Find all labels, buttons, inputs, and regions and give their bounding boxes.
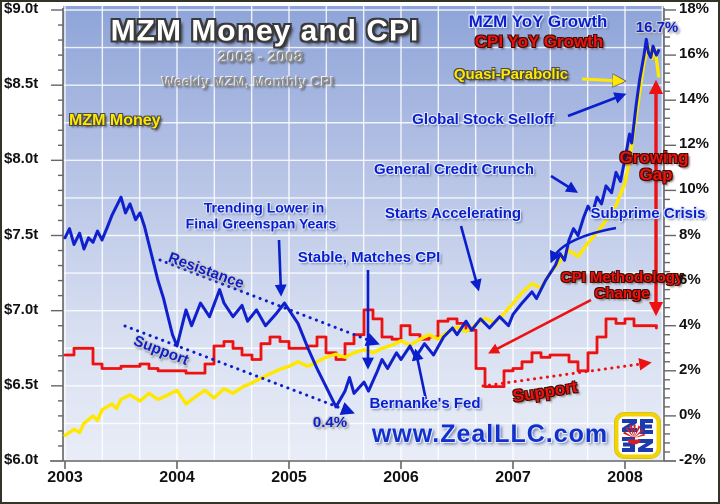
logo-fan (623, 424, 645, 445)
left-axis-label: $7.5t (4, 225, 39, 243)
right-axis-label: 14% (679, 90, 710, 108)
x-axis-label: 2007 (495, 469, 531, 486)
left-axis-label: $7.0t (4, 300, 39, 318)
axes (50, 8, 676, 469)
annotation-global-stock-selloff: Global Stock Selloff (412, 111, 554, 129)
annotation-subprime-crisis: Subprime Crisis (590, 205, 706, 223)
x-axis-label: 2008 (607, 469, 643, 486)
cpi-methodology-arrow (488, 298, 592, 354)
left-axis-label: $6.5t (4, 375, 39, 393)
chart-title: MZM Money and CPI (110, 14, 420, 48)
annotation-general-credit-crunch: General Credit Crunch (373, 161, 535, 179)
bernankes-fed-arrow (411, 348, 428, 401)
annotation-stable-matches-cpi: Stable, Matches CPI (297, 249, 441, 267)
annotation-growing-gap-1: Growing (619, 148, 689, 168)
left-axis-label: $8.0t (4, 150, 39, 168)
legend-cpi-yoy: CPI YoY Growth (474, 32, 604, 52)
right-axis-label: 0% (679, 405, 701, 423)
right-axis-label: 8% (679, 225, 701, 243)
annotation-cpi-methodology-2: Change (594, 285, 650, 303)
stock-selloff-arrow (567, 92, 627, 118)
annotation-quasi-parabolic: Quasi-Parabolic (453, 66, 569, 84)
annotation-arrows (123, 79, 664, 416)
left-axis-label: $9.0t (4, 0, 39, 17)
right-axis-label: 18% (679, 0, 710, 17)
annotation-cpi-methodology-1: CPI Methodology (560, 269, 684, 287)
chart-subtitle-frequency: Weekly MZM, Monthly CPI (161, 73, 335, 90)
annotation-mzm-low: 0.4% (312, 414, 348, 432)
right-axis-label: 2% (679, 360, 701, 378)
annotation-bernankes-fed: Bernanke's Fed (369, 395, 481, 413)
trending-lower-arrow (274, 239, 287, 297)
zeal-logo (614, 412, 661, 459)
support-trendline (123, 324, 355, 416)
right-axis-label: 4% (679, 315, 701, 333)
legend-mzm-yoy: MZM YoY Growth (468, 12, 608, 32)
series-cpi-yoy-growth (63, 308, 658, 389)
watermark-url: www.ZealLLC.com (371, 419, 609, 448)
right-axis-label: 12% (679, 135, 710, 153)
chart-subtitle-range: 2003 - 2008 (218, 49, 304, 67)
left-axis-label: $8.5t (4, 75, 39, 93)
cpi-support-trendline (481, 357, 652, 388)
x-axis-label: 2006 (383, 469, 419, 486)
resistance-trendline (158, 258, 380, 346)
x-axis-label: 2003 (47, 469, 83, 486)
series-mzm-yoy-growth (63, 37, 661, 409)
left-axis-label: $6.0t (4, 451, 39, 468)
annotation-mzm-peak: 16.7% (635, 19, 679, 37)
subprime-crisis-arrow (550, 226, 617, 264)
x-axis-label: 2004 (159, 469, 195, 486)
credit-crunch-arrow (550, 174, 579, 193)
right-axis-label: 16% (679, 45, 710, 63)
annotation-growing-gap-2: Gap (639, 165, 673, 185)
x-axis-label: 2005 (271, 469, 307, 486)
right-axis-label: -2% (679, 451, 706, 468)
annotation-trending-lower-1: Trending Lower in (203, 199, 325, 216)
right-axis-label: 6% (679, 270, 701, 288)
right-axis-label: 10% (679, 180, 710, 198)
legend-mzm-money: MZM Money (69, 112, 161, 129)
gridlines (63, 6, 664, 462)
annotation-starts-accelerating: Starts Accelerating (384, 205, 522, 223)
annotation-trending-lower-2: Final Greenspan Years (185, 215, 337, 232)
quasi-parabolic-arrow (581, 79, 622, 81)
starts-accelerating-arrow (459, 225, 482, 292)
